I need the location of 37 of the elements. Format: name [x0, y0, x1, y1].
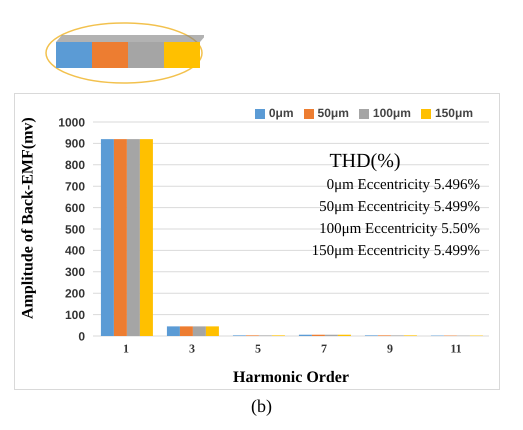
x-tick-label: 5: [255, 342, 261, 356]
bar: [180, 326, 193, 336]
y-tick-label: 300: [64, 265, 86, 280]
bar: [206, 326, 219, 336]
y-axis-title: Amplitude of Back-EMF(mv): [20, 117, 37, 319]
y-tick-label: 500: [64, 222, 86, 236]
bar: [140, 139, 153, 336]
x-tick-label: 1: [123, 342, 129, 356]
y-tick-label: 1000: [58, 115, 86, 130]
x-tick-label: 9: [387, 342, 393, 356]
legend-label: 0μm: [268, 106, 294, 120]
y-tick-label: 400: [64, 244, 86, 258]
text: (b): [250, 396, 273, 417]
y-tick-label: 700: [64, 179, 86, 194]
legend-label: 150μm: [434, 106, 473, 120]
y-tick-label: 800: [64, 158, 86, 172]
annotation: 0μm Eccentricity 5.496%: [326, 176, 480, 195]
bar: [114, 139, 127, 336]
x-tick-label: 11: [450, 342, 462, 356]
bar: [126, 139, 140, 336]
bar: [100, 139, 114, 336]
annotation: 50μm Eccentricity 5.499%: [318, 198, 480, 217]
x-axis-title: Harmonic Order: [233, 369, 349, 386]
annotation: 100μm Eccentricity 5.50%: [318, 220, 480, 239]
y-tick-label: 200: [64, 286, 86, 300]
x-tick-label: 3: [189, 342, 195, 356]
annotation: 150μm Eccentricity 5.499%: [310, 242, 480, 261]
y-tick-label: 100: [64, 308, 86, 322]
legend-label: 50μm: [318, 106, 349, 120]
annotation: THD(%): [328, 150, 402, 172]
x-tick-label: 7: [321, 342, 327, 356]
y-tick-label: 600: [64, 200, 86, 215]
bar: [166, 326, 180, 336]
y-tick-label: 900: [64, 136, 86, 151]
legend-label: 100μm: [372, 106, 411, 120]
y-tick-label: 0: [78, 329, 86, 344]
bar: [192, 326, 206, 336]
